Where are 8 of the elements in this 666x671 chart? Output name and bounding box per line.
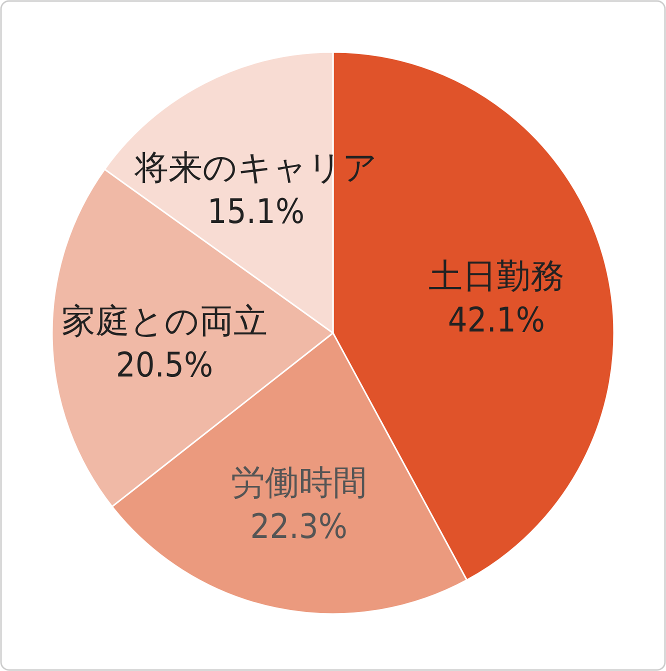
slice-label: 土日勤務 xyxy=(428,256,564,297)
data-label: 22.3% xyxy=(250,507,348,548)
slice-label: 将来のキャリア xyxy=(133,148,378,188)
slice-label: 労働時間 xyxy=(230,463,367,504)
slice-label: 家庭との両立 xyxy=(61,302,268,342)
data-label: 20.5% xyxy=(116,346,214,386)
data-label: 15.1% xyxy=(207,192,305,232)
data-label: 42.1% xyxy=(448,300,546,341)
